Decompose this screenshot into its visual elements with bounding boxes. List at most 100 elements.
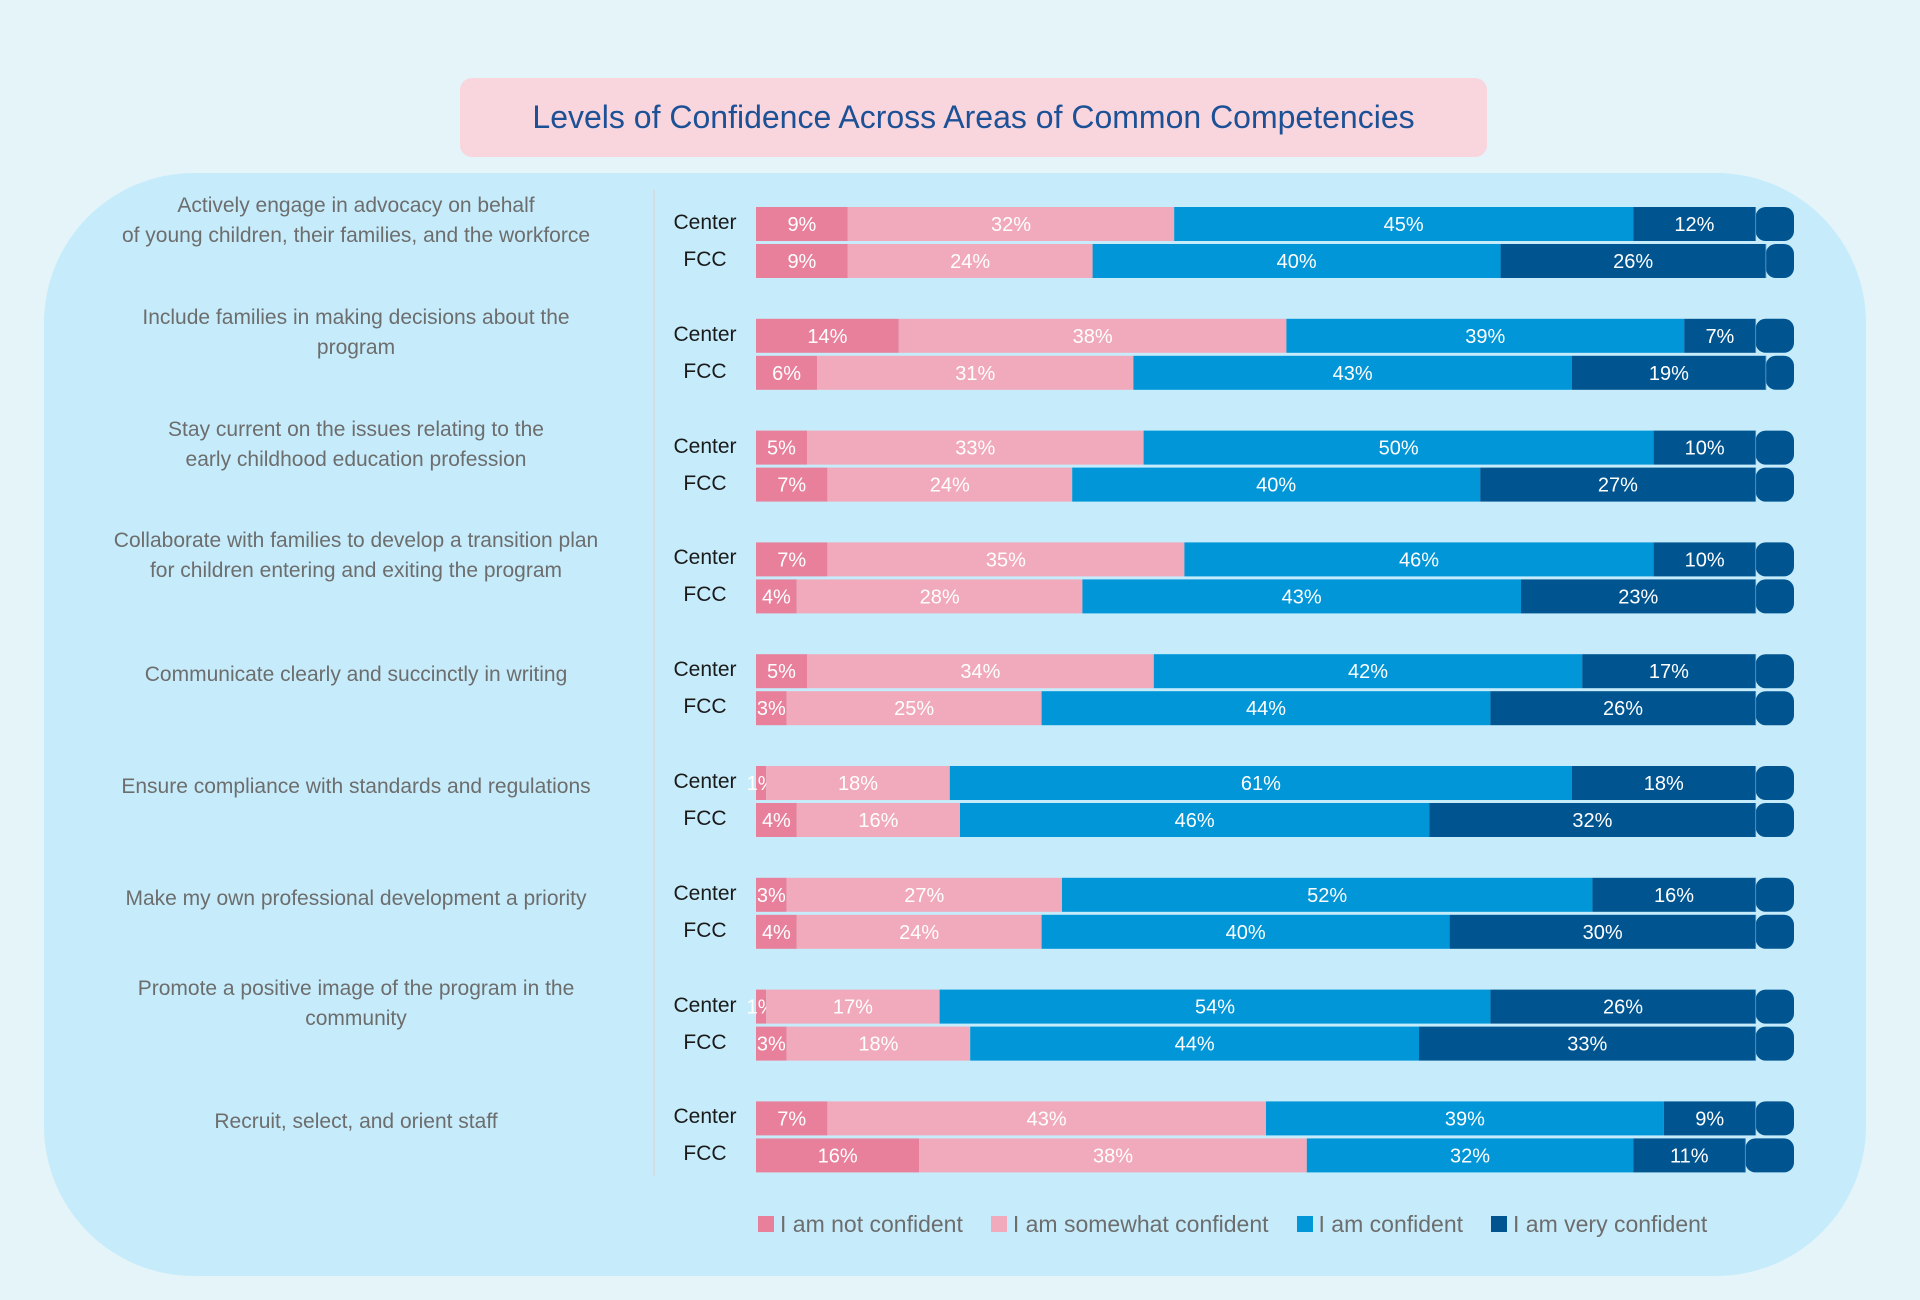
data-label: 10% — [1685, 438, 1725, 460]
category-label-line: program — [316, 335, 396, 359]
category-label: Collaborate with families to develop a t… — [80, 526, 632, 586]
bar-segment-center-8-2 — [766, 989, 940, 1024]
bar-segment-center-7-4 — [1592, 877, 1756, 912]
legend-swatch — [758, 1216, 774, 1232]
bar-segment-fcc-6-2 — [796, 803, 960, 837]
group-label-center: Center — [673, 434, 737, 458]
group-label-center: Center — [673, 881, 737, 905]
category-label-line: of young children, their families, and t… — [121, 224, 591, 247]
bar-segment-fcc-7-3 — [1041, 914, 1450, 949]
legend-item: I am somewhat confident — [990, 1211, 1269, 1238]
category-label: Include families in making decisions abo… — [80, 303, 632, 363]
bar-segment-center-8-3 — [939, 989, 1491, 1024]
group-label-fcc: FCC — [683, 248, 727, 271]
bar-segment-fcc-2-4 — [1572, 355, 1766, 390]
category-label-line: Recruit, select, and orient staff — [214, 1110, 498, 1134]
data-label: 19% — [1649, 363, 1689, 385]
category-label-line: Stay current on the issues relating to t… — [168, 417, 544, 441]
data-label: 4% — [762, 586, 791, 608]
group-label-fcc: FCC — [683, 918, 727, 942]
category-label-line: Include families in making decisions abo… — [142, 305, 570, 329]
legend-swatch — [1491, 1216, 1507, 1232]
category-label-line: Collaborate with families to develop a t… — [113, 529, 599, 553]
group-label-center: Center — [673, 1105, 737, 1129]
data-label: 43% — [1282, 586, 1322, 608]
bar-segment-fcc-8-1 — [756, 1026, 787, 1061]
bar-end-cap-fcc-8 — [1755, 1026, 1794, 1061]
data-label: 3% — [757, 698, 786, 720]
data-label: 18% — [1644, 773, 1684, 795]
category-label-line: early childhood education profession — [185, 447, 527, 471]
data-label: 45% — [1384, 214, 1424, 236]
data-label: 3% — [757, 1034, 786, 1056]
data-label: 61% — [1241, 773, 1281, 795]
data-label: 17% — [833, 997, 873, 1019]
data-label: 38% — [1093, 1145, 1133, 1167]
legend-swatch — [990, 1216, 1007, 1232]
bar-segment-center-5-3 — [1153, 654, 1583, 689]
bar-segment-center-4-3 — [1184, 542, 1654, 577]
bar-segment-center-1-4 — [1633, 207, 1756, 241]
bar-segment-center-8-1 — [756, 989, 767, 1024]
bar-segment-center-2-3 — [1286, 318, 1685, 353]
data-label: 5% — [767, 438, 796, 460]
data-label: 28% — [920, 586, 960, 608]
legend-label: I am not confident — [780, 1210, 963, 1237]
data-label: 35% — [986, 549, 1026, 571]
category-label-line: Promote a positive image of the program … — [137, 976, 575, 1000]
group-label-fcc: FCC — [683, 1142, 727, 1166]
data-label: 46% — [1399, 549, 1439, 571]
bar-segment-fcc-7-2 — [796, 914, 1042, 949]
bar-end-cap-fcc-4 — [1755, 579, 1794, 614]
bar-segment-center-3-3 — [1143, 430, 1654, 465]
bar-segment-center-5-2 — [807, 654, 1154, 689]
bar-end-cap-center-7 — [1755, 877, 1794, 912]
data-label: 18% — [838, 773, 878, 795]
category-label: Promote a positive image of the program … — [80, 974, 632, 1034]
data-label: 7% — [777, 1108, 806, 1130]
category-label-line: community — [305, 1006, 407, 1030]
bar-end-cap-fcc-6 — [1755, 803, 1794, 837]
data-label: 16% — [1654, 885, 1694, 907]
data-label: 40% — [1256, 475, 1296, 497]
data-label: 33% — [1567, 1034, 1607, 1056]
bar-segment-fcc-2-1 — [756, 355, 818, 390]
bar-segment-center-5-4 — [1582, 654, 1756, 689]
bar-segment-fcc-8-2 — [786, 1026, 971, 1061]
data-label: 7% — [777, 475, 806, 497]
data-label: 9% — [1695, 1108, 1724, 1130]
bar-end-cap-center-4 — [1755, 542, 1794, 577]
bar-segment-fcc-6-3 — [960, 803, 1430, 837]
bar-segment-fcc-5-1 — [756, 691, 787, 726]
data-label: 3% — [757, 885, 786, 907]
bar-segment-fcc-2-2 — [817, 355, 1134, 390]
bar-segment-fcc-4-2 — [796, 579, 1083, 614]
data-label: 40% — [1226, 922, 1266, 944]
bar-segment-fcc-1-1 — [756, 244, 848, 278]
bar-end-cap-center-1 — [1755, 207, 1794, 241]
bar-segment-center-4-4 — [1653, 542, 1756, 577]
bar-segment-fcc-9-1 — [756, 1138, 920, 1173]
category-label-line: Ensure compliance with standards and reg… — [121, 775, 591, 798]
data-label: 43% — [1333, 363, 1373, 385]
bar-segment-fcc-3-2 — [827, 467, 1073, 502]
group-label-center: Center — [673, 993, 737, 1017]
data-label: 16% — [818, 1145, 858, 1167]
data-label: 44% — [1246, 698, 1286, 720]
bar-segment-fcc-8-3 — [970, 1026, 1419, 1061]
bar-segment-center-2-1 — [756, 318, 899, 353]
data-label: 39% — [1465, 326, 1505, 348]
data-label: 38% — [1073, 326, 1113, 348]
data-label: 26% — [1603, 698, 1643, 720]
bar-segment-fcc-3-4 — [1480, 467, 1756, 502]
bar-segment-center-3-4 — [1653, 430, 1756, 465]
group-label-center: Center — [673, 211, 737, 234]
bar-segment-fcc-9-4 — [1633, 1138, 1746, 1173]
category-label: Actively engage in advocacy on behalf of … — [80, 191, 632, 251]
legend-label: I am very confident — [1513, 1210, 1708, 1237]
data-label: 44% — [1175, 1034, 1215, 1056]
data-label: 40% — [1277, 251, 1317, 273]
bar-segment-center-6-2 — [766, 766, 950, 800]
bar-segment-center-7-1 — [756, 877, 787, 912]
bar-end-cap-center-6 — [1755, 766, 1794, 800]
